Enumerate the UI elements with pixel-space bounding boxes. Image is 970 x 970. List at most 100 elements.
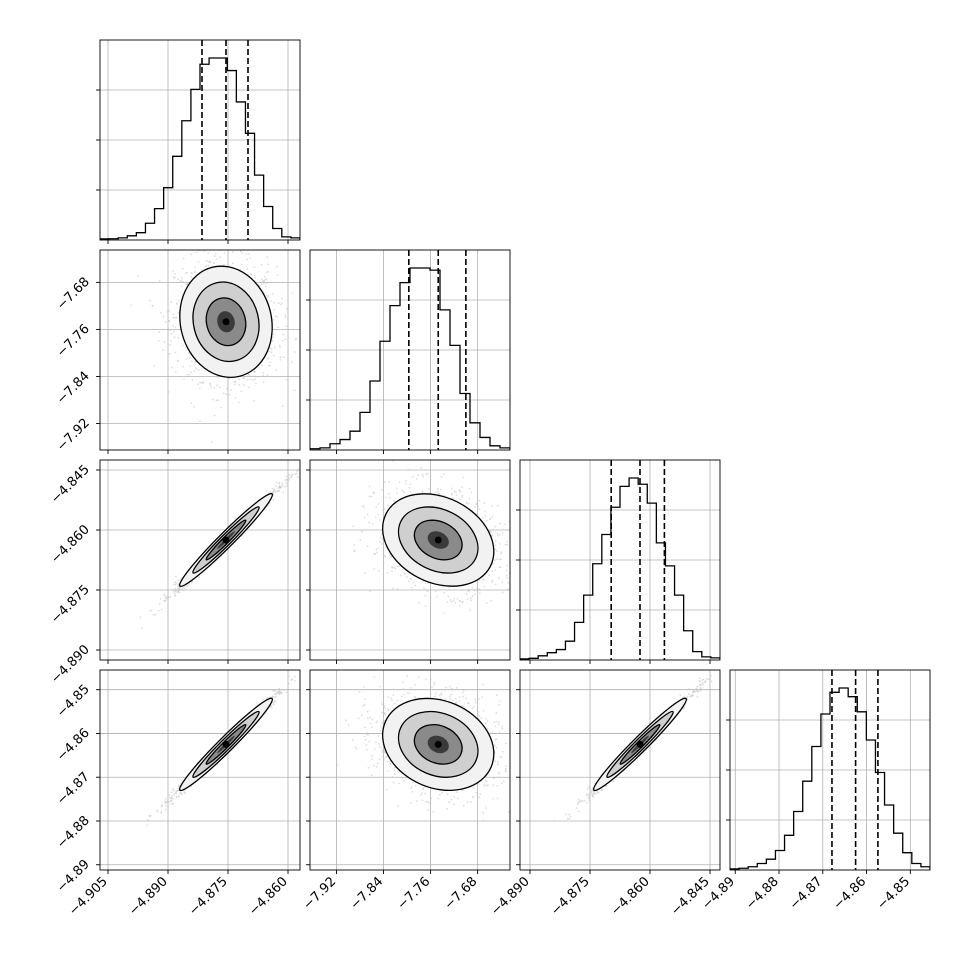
panel-frame <box>309 459 511 661</box>
scatter-point <box>246 258 249 261</box>
scatter-point <box>163 341 166 344</box>
scatter-point <box>421 490 424 492</box>
scatter-point <box>278 687 281 690</box>
scatter-point <box>272 498 275 501</box>
panel-0-0 <box>96 39 301 244</box>
scatter-point <box>254 276 257 279</box>
scatter-point <box>506 588 509 591</box>
scatter-point <box>174 351 177 354</box>
scatter-point <box>297 468 300 471</box>
scatter-point <box>279 359 282 361</box>
scatter-point <box>219 256 222 259</box>
scatter-point <box>465 593 468 595</box>
scatter-point <box>200 381 203 384</box>
scatter-point <box>266 696 269 699</box>
scatter-point <box>183 587 186 590</box>
scatter-point <box>234 517 237 519</box>
scatter-point <box>282 333 285 336</box>
scatter-point <box>273 301 276 304</box>
scatter-point <box>485 602 488 604</box>
panel-content <box>520 460 720 660</box>
scatter-point <box>281 339 284 342</box>
scatter-point <box>183 378 185 381</box>
scatter-point <box>189 356 191 359</box>
scatter-point <box>366 513 369 516</box>
scatter-point <box>494 539 497 542</box>
scatter-point <box>171 589 174 591</box>
scatter-point <box>181 588 183 590</box>
scatter-point <box>282 356 285 359</box>
density-peak <box>222 536 230 544</box>
scatter-point <box>450 600 453 603</box>
scatter-point <box>291 292 294 295</box>
scatter-point <box>373 567 376 570</box>
scatter-point <box>165 597 168 600</box>
scatter-point <box>423 587 425 590</box>
scatter-point <box>478 592 481 594</box>
scatter-point <box>281 484 284 487</box>
scatter-point <box>153 281 155 284</box>
scatter-point <box>429 596 432 599</box>
scatter-point <box>520 575 522 577</box>
scatter-point <box>494 569 497 571</box>
scatter-point <box>286 482 289 485</box>
scatter-point <box>160 608 163 611</box>
scatter-point <box>197 261 200 263</box>
scatter-point <box>266 282 269 285</box>
scatter-point <box>288 478 290 481</box>
scatter-point <box>233 248 235 250</box>
scatter-point <box>489 530 492 533</box>
scatter-point <box>424 594 427 597</box>
scatter-point <box>388 554 391 556</box>
scatter-point <box>167 596 170 599</box>
scatter-point <box>149 814 152 817</box>
scatter-point <box>452 497 455 500</box>
scatter-point <box>275 328 278 331</box>
scatter-point <box>213 386 216 389</box>
scatter-point <box>371 522 374 525</box>
scatter-point <box>129 304 132 307</box>
scatter-point <box>359 539 362 542</box>
scatter-point <box>462 476 465 479</box>
scatter-point <box>280 303 282 306</box>
scatter-point <box>232 250 234 253</box>
scatter-point <box>399 574 402 577</box>
scatter-point <box>461 601 464 604</box>
scatter-point <box>421 491 424 494</box>
scatter-point <box>412 581 415 584</box>
scatter-point <box>177 337 180 339</box>
scatter-point <box>186 585 189 588</box>
scatter-point <box>285 482 288 485</box>
scatter-point <box>246 378 249 381</box>
scatter-point <box>162 315 165 318</box>
scatter-point <box>222 392 225 395</box>
scatter-point <box>174 370 177 373</box>
scatter-point <box>375 548 378 551</box>
scatter-point <box>485 519 488 522</box>
scatter-point <box>174 590 177 593</box>
scatter-point <box>206 259 208 262</box>
scatter-point <box>442 473 445 475</box>
scatter-point <box>190 402 193 404</box>
scatter-point <box>151 304 154 307</box>
scatter-point <box>174 575 177 578</box>
scatter-point <box>278 344 281 347</box>
scatter-point <box>215 399 218 402</box>
scatter-point <box>398 481 401 484</box>
scatter-point <box>491 581 493 584</box>
scatter-point <box>461 588 464 591</box>
scatter-point <box>417 474 420 476</box>
scatter-point <box>160 805 163 808</box>
y-tick-label: −7.76 <box>54 322 93 361</box>
scatter-point <box>188 241 190 243</box>
scatter-point <box>209 382 211 385</box>
scatter-point <box>280 302 283 304</box>
scatter-point <box>245 253 248 256</box>
scatter-point <box>219 386 221 389</box>
scatter-point <box>474 593 476 596</box>
scatter-point <box>425 473 428 476</box>
scatter-point <box>222 263 225 266</box>
scatter-point <box>226 388 229 391</box>
scatter-point <box>196 244 198 246</box>
scatter-point <box>186 583 189 586</box>
